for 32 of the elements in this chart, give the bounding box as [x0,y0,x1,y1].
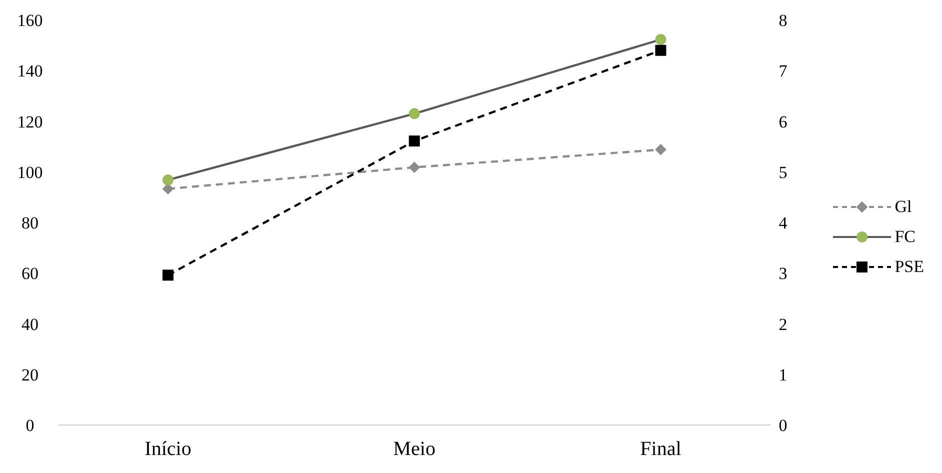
y2-tick-label: 5 [778,162,788,182]
legend-label: PSE [894,256,924,276]
y-tick-label: 40 [22,314,38,334]
point [408,135,420,146]
y2-tick-label: 8 [778,11,788,30]
y-tick-label: 60 [22,264,38,284]
point [162,174,174,186]
y-tick-label: 0 [26,416,34,436]
point [655,144,666,156]
legend-label: FC [894,226,916,246]
y-tick-label: 140 [17,62,43,81]
y-tick-label: 100 [17,162,43,182]
y2-tick-label: 2 [778,314,788,334]
point [408,108,420,120]
point [655,44,666,56]
x-tick-label: Final [640,438,682,460]
point [408,162,420,173]
y2-tick-label: 7 [778,62,788,81]
y2-tick-label: 0 [778,416,788,436]
y-tick-label: 20 [22,365,38,384]
y2-tick-label: 6 [778,112,788,132]
point [655,34,666,45]
y2-tick-label: 4 [778,214,788,233]
y-tick-label: 160 [17,11,43,30]
point [162,270,174,281]
y-tick-label: 120 [17,112,43,132]
y-tick-label: 80 [22,214,38,233]
y2-tick-label: 3 [778,264,788,284]
legend-label: Gl [894,196,912,216]
x-tick-label: Início [144,438,192,460]
y2-tick-label: 1 [778,365,788,384]
x-tick-label: Meio [393,438,436,460]
